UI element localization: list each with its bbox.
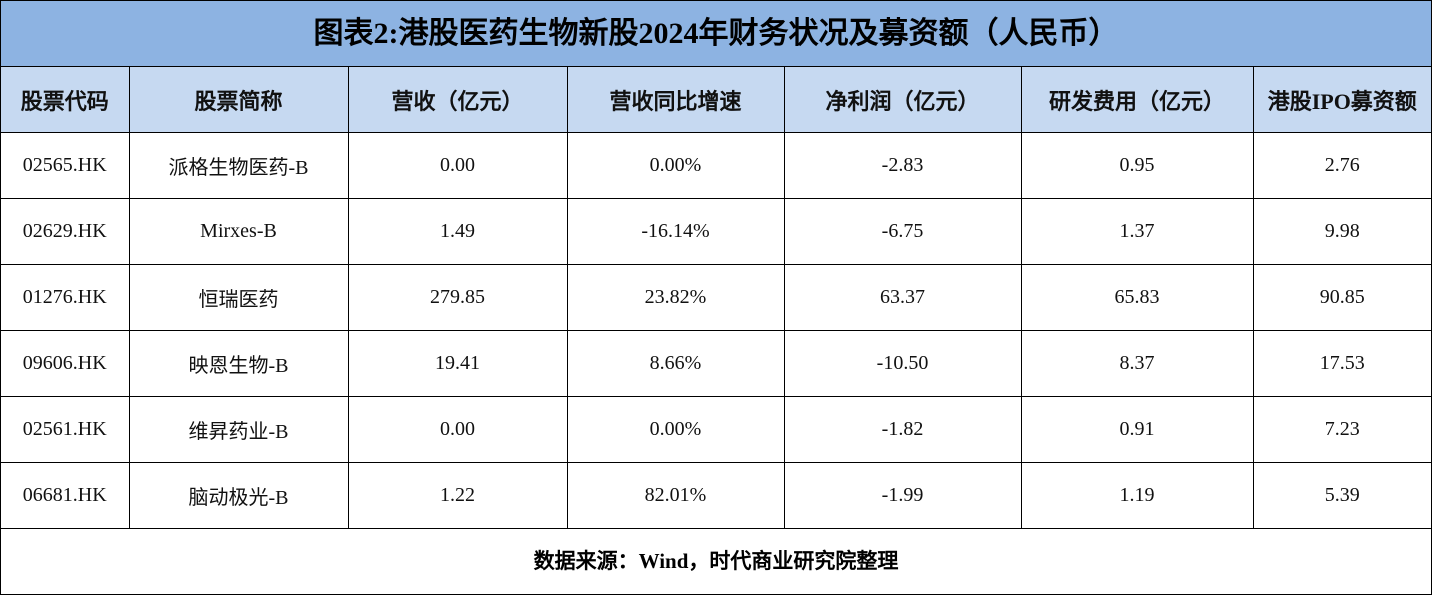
table-cell: 0.91 bbox=[1020, 396, 1254, 463]
table-cell: -6.75 bbox=[783, 198, 1022, 265]
column-header: 净利润（亿元） bbox=[783, 67, 1022, 133]
table-body: 02565.HK 派格生物医药-B 0.00 0.00% -2.83 0.95 2.76 02… bbox=[1, 132, 1431, 529]
table-cell: 279.85 bbox=[347, 264, 568, 331]
table-head: 股票代码 股票简称 营收（亿元） 营收同比增速 净利润（亿元） 研发费用（亿元） 港股IPO… bbox=[1, 67, 1431, 133]
table-cell: 8.66% bbox=[566, 330, 785, 397]
table-cell: 06681.HK bbox=[1, 462, 130, 529]
table-cell: 0.00 bbox=[347, 396, 568, 463]
table-cell: -2.83 bbox=[783, 132, 1022, 199]
table-row: 06681.HK 脑动极光-B 1.22 82.01% -1.99 1.19 5.39 bbox=[1, 462, 1431, 529]
table-cell: 7.23 bbox=[1252, 396, 1431, 463]
column-header: 营收同比增速 bbox=[566, 67, 785, 133]
table-cell: 23.82% bbox=[566, 264, 785, 331]
table-cell: 恒瑞医药 bbox=[128, 264, 349, 331]
table-cell: 0.95 bbox=[1020, 132, 1254, 199]
table-cell: 17.53 bbox=[1252, 330, 1431, 397]
source-note: 数据来源：Wind，时代商业研究院整理 bbox=[533, 549, 899, 573]
table-cell: -1.82 bbox=[783, 396, 1022, 463]
table: 股票代码 股票简称 营收（亿元） 营收同比增速 净利润（亿元） 研发费用（亿元） 港股IPO… bbox=[1, 67, 1431, 529]
table-cell: 9.98 bbox=[1252, 198, 1431, 265]
table-cell: 63.37 bbox=[783, 264, 1022, 331]
table-cell: -1.99 bbox=[783, 462, 1022, 529]
table-cell: 维昇药业-B bbox=[128, 396, 349, 463]
table-row: 02565.HK 派格生物医药-B 0.00 0.00% -2.83 0.95 2.76 bbox=[1, 132, 1431, 199]
column-header: 股票简称 bbox=[128, 67, 349, 133]
table-cell: 90.85 bbox=[1252, 264, 1431, 331]
title: 图表2:港股医药生物新股2024年财务状况及募资额（人民币） bbox=[1, 1, 1431, 67]
table-cell: 82.01% bbox=[566, 462, 785, 529]
table-cell: 0.00 bbox=[347, 132, 568, 199]
table-cell: 02629.HK bbox=[1, 198, 130, 265]
table-cell: 65.83 bbox=[1020, 264, 1254, 331]
table-cell: 5.39 bbox=[1252, 462, 1431, 529]
table-cell: 1.37 bbox=[1020, 198, 1254, 265]
column-header: 股票代码 bbox=[1, 67, 130, 133]
table-row: 09606.HK 映恩生物-B 19.41 8.66% -10.50 8.37 17.53 bbox=[1, 330, 1431, 397]
table-cell: 02565.HK bbox=[1, 132, 130, 199]
column-header: 港股IPO募资额 bbox=[1252, 67, 1431, 133]
table-cell: 派格生物医药-B bbox=[128, 132, 349, 199]
table-cell: -10.50 bbox=[783, 330, 1022, 397]
table-row: 01276.HK 恒瑞医药 279.85 23.82% 63.37 65.83 90.85 bbox=[1, 264, 1431, 331]
table-row: 02561.HK 维昇药业-B 0.00 0.00% -1.82 0.91 7.23 bbox=[1, 396, 1431, 463]
table-cell: 19.41 bbox=[347, 330, 568, 397]
table-cell: -16.14% bbox=[566, 198, 785, 265]
table-cell: 映恩生物-B bbox=[128, 330, 349, 397]
table-cell: Mirxes-B bbox=[128, 198, 349, 265]
table-row: 02629.HK Mirxes-B 1.49 -16.14% -6.75 1.37 9.98 bbox=[1, 198, 1431, 265]
table-cell: 2.76 bbox=[1252, 132, 1431, 199]
table-cell: 0.00% bbox=[566, 396, 785, 463]
header-row: 股票代码 股票简称 营收（亿元） 营收同比增速 净利润（亿元） 研发费用（亿元） 港股IPO… bbox=[1, 67, 1431, 133]
table-cell: 8.37 bbox=[1020, 330, 1254, 397]
table-cell: 01276.HK bbox=[1, 264, 130, 331]
table-cell: 1.19 bbox=[1020, 462, 1254, 529]
table-cell: 02561.HK bbox=[1, 396, 130, 463]
column-header: 研发费用（亿元） bbox=[1020, 67, 1254, 133]
table-cell: 脑动极光-B bbox=[128, 462, 349, 529]
column-header: 营收（亿元） bbox=[347, 67, 568, 133]
table-cell: 1.49 bbox=[347, 198, 568, 265]
table-cell: 1.22 bbox=[347, 462, 568, 529]
table-cell: 09606.HK bbox=[1, 330, 130, 397]
table-cell: 0.00% bbox=[566, 132, 785, 199]
